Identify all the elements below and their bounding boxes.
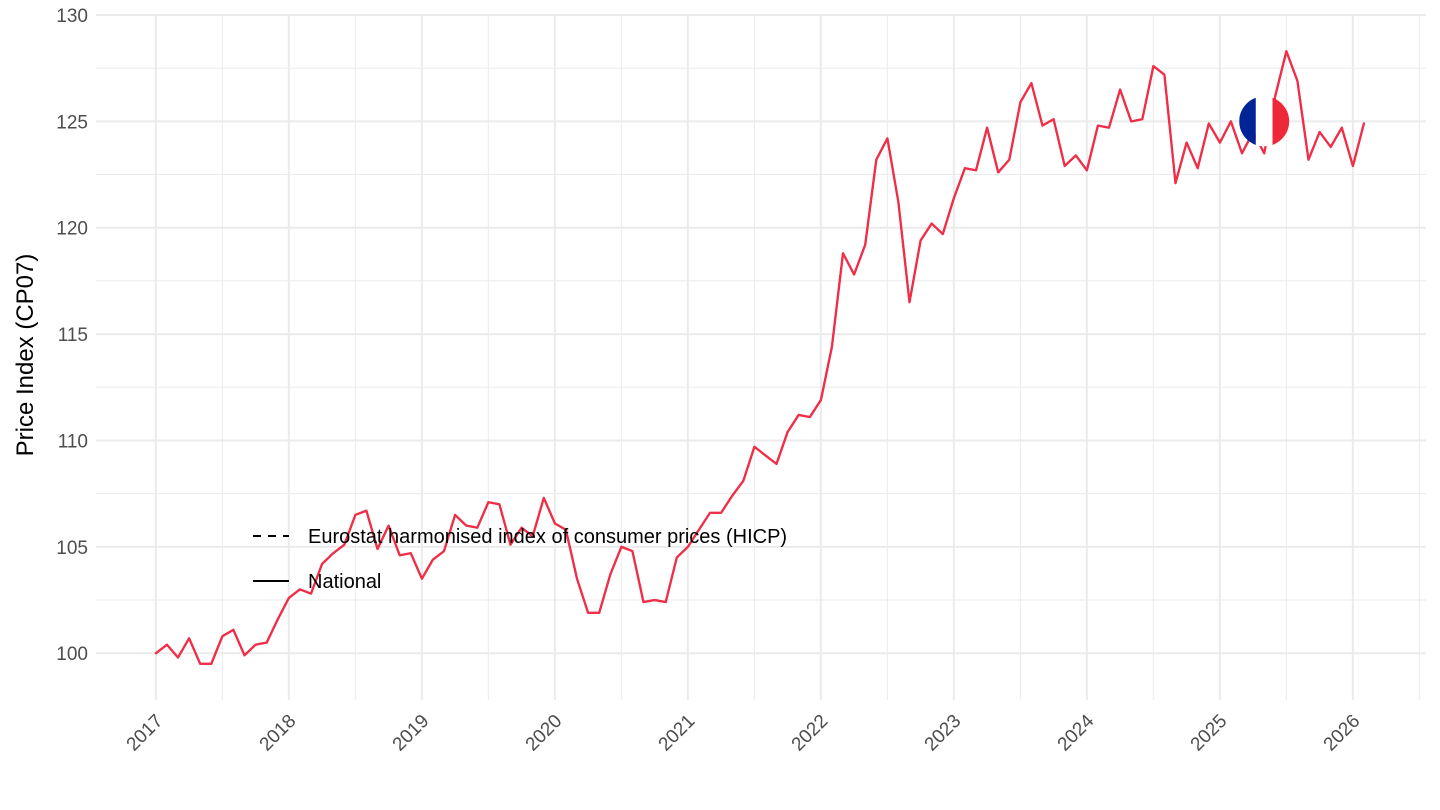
flag-white-band bbox=[1255, 96, 1273, 147]
x-tick-label: 2017 bbox=[123, 711, 168, 756]
legend-label: National bbox=[308, 571, 381, 593]
france-flag-icon bbox=[1239, 96, 1290, 147]
flag bbox=[1239, 96, 1290, 147]
legend: Eurostat harmonised index of consumer pr… bbox=[253, 526, 787, 593]
flag-red-band bbox=[1272, 96, 1290, 147]
y-tick-label: 125 bbox=[56, 112, 88, 133]
series-line-national bbox=[154, 50, 1366, 665]
y-tick-label: 130 bbox=[56, 6, 88, 27]
y-tick-label: 105 bbox=[56, 538, 88, 559]
x-tick-label: 2023 bbox=[921, 711, 966, 756]
x-tick-label: 2020 bbox=[522, 711, 567, 756]
grid-minor bbox=[96, 15, 1426, 700]
y-tick-label: 120 bbox=[56, 219, 88, 240]
y-tick-label: 115 bbox=[58, 325, 88, 346]
x-tick-label: 2018 bbox=[256, 711, 301, 756]
y-axis-title: Price Index (CP07) bbox=[12, 254, 39, 457]
x-tick-label: 2024 bbox=[1054, 710, 1099, 755]
x-tick-label: 2022 bbox=[788, 711, 833, 756]
y-tick-label: 100 bbox=[56, 644, 88, 665]
x-tick-label: 2025 bbox=[1187, 711, 1232, 756]
series-lines bbox=[154, 50, 1366, 665]
x-tick-label: 2019 bbox=[389, 711, 434, 756]
y-tick-label: 110 bbox=[58, 431, 88, 452]
grid-major bbox=[96, 14, 1426, 700]
x-axis-tick-labels: 2017 2018 2019 2020 2021 2022 2023 2024 2025 2026 bbox=[123, 710, 1365, 755]
x-tick-label: 2026 bbox=[1320, 711, 1365, 756]
y-axis-tick-labels: 100 105 110 115 120 125 130 bbox=[56, 6, 88, 665]
flag-blue-band bbox=[1239, 96, 1256, 147]
x-tick-label: 2021 bbox=[655, 711, 700, 756]
legend-label: Eurostat harmonised index of consumer pr… bbox=[308, 526, 787, 548]
